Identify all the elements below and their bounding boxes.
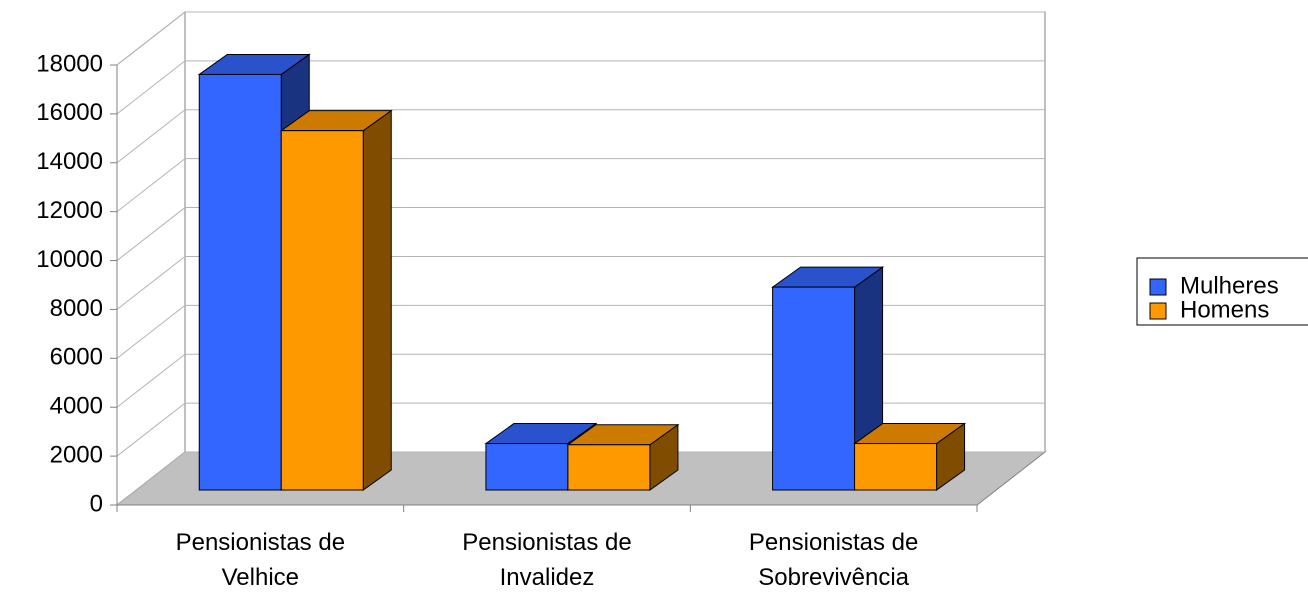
grid-line: [116, 109, 1045, 164]
y-tick-label: 8000: [50, 295, 103, 322]
side-wall: [116, 10, 186, 507]
y-tick-label: 12000: [36, 197, 103, 224]
y-tick-label: 14000: [36, 148, 103, 175]
grid-line: [116, 402, 1045, 457]
y-tick-label: 18000: [36, 50, 103, 77]
grid-line: [116, 353, 1045, 408]
bar: [280, 130, 364, 491]
grid-line: [116, 451, 1045, 506]
bar: [485, 443, 569, 491]
y-tick-label: 6000: [50, 344, 103, 371]
grid-line: [116, 158, 1045, 213]
bar: [198, 73, 282, 491]
bar: [567, 444, 651, 491]
bar: [772, 286, 856, 491]
x-tick-label: Pensionistas de Invalidez: [462, 529, 632, 591]
legend-label: Homens: [1180, 296, 1269, 323]
x-tick-label: Pensionistas de Velhice: [175, 529, 346, 591]
grid-line: [116, 304, 1045, 359]
grid-line: [116, 255, 1045, 310]
y-tick-label: 16000: [36, 99, 103, 126]
bar-side: [362, 109, 392, 491]
x-tick-label: Pensionistas de Sobrevivência: [748, 529, 919, 591]
legend-swatch: [1149, 278, 1167, 296]
grid-line: [116, 207, 1045, 261]
legend-label: Mulheres: [1180, 272, 1279, 299]
y-tick-label: 4000: [50, 393, 103, 420]
grid-line: [116, 11, 1045, 66]
y-tick-label: 10000: [36, 246, 103, 273]
y-tick-label: 2000: [50, 441, 103, 468]
y-tick-label: 0: [90, 490, 103, 517]
bar: [854, 443, 938, 491]
grid-line: [116, 60, 1045, 115]
legend-swatch: [1149, 302, 1167, 320]
